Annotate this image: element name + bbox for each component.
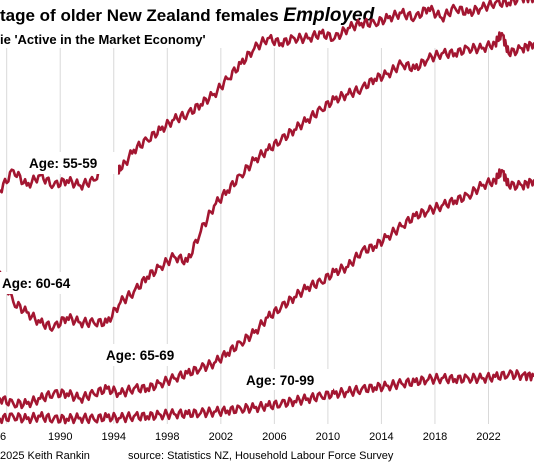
x-tick-label: 2014 [369, 431, 393, 443]
x-tick-label: 2002 [209, 431, 233, 443]
annotation-box [22, 152, 118, 174]
footer-source: source: Statistics NZ, Household Labour … [128, 450, 394, 462]
annotation-label: Age: 65-69 [106, 348, 174, 363]
series-line-55-59 [0, 0, 534, 194]
x-tick-label: 6 [0, 431, 6, 443]
annotation-label: Age: 70-99 [246, 373, 314, 388]
series-line-60-64 [0, 31, 534, 332]
annotation-label: Age: 55-59 [29, 156, 97, 171]
x-tick-label: 2010 [316, 431, 340, 443]
x-tick-label: 2018 [423, 431, 447, 443]
x-tick-label: 1994 [102, 431, 126, 443]
chart-subtitle: ie 'Active in the Market Economy' [0, 32, 206, 47]
annotation-age-55-59: Age: 55-59 [22, 152, 118, 174]
x-tick-label: 1998 [155, 431, 179, 443]
series-lines [0, 0, 534, 425]
annotation-box [243, 369, 333, 390]
x-tick-label: 2022 [476, 431, 500, 443]
x-tick-label: 1990 [48, 431, 72, 443]
footer-credit: 2025 Keith Rankin [0, 450, 90, 462]
annotation-label: Age: 60-64 [2, 276, 71, 291]
annotation-age-65-69: Age: 65-69 [102, 344, 190, 366]
gridlines [6, 48, 489, 424]
chart-title-main: tage of older New Zealand females [0, 6, 283, 25]
annotation-box [102, 344, 190, 366]
series-line-70-99 [0, 369, 534, 425]
annotation-box [0, 272, 80, 294]
series-line-65-69 [0, 168, 534, 410]
chart-title: tage of older New Zealand females Employ… [0, 5, 375, 26]
x-axis-ticks: 6 1990 1994 1998 2002 2006 2010 2014 2018 2022 [0, 431, 501, 443]
x-tick-label: 2006 [262, 431, 286, 443]
chart-title-emphasis: Employed [283, 5, 374, 26]
annotation-age-70-99: Age: 70-99 [243, 369, 333, 390]
annotation-age-60-64: Age: 60-64 [0, 272, 80, 294]
